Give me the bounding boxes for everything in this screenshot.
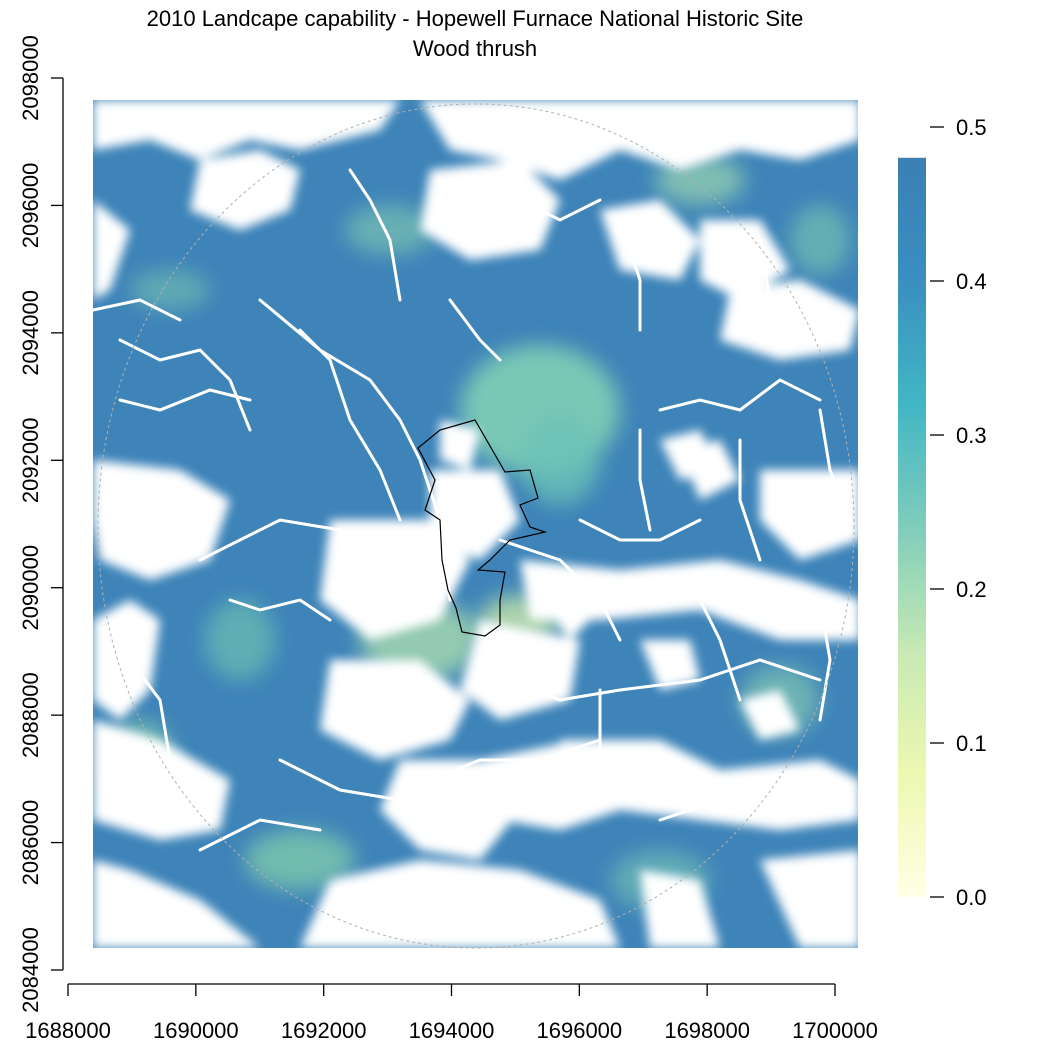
legend-ticks: 0.0 0.1 0.2 0.3 0.4 0.5 <box>930 115 987 910</box>
legend-tick-label: 0.5 <box>956 115 987 140</box>
y-tick-label: 2090000 <box>18 545 43 631</box>
y-tick-label: 2094000 <box>18 290 43 376</box>
y-tick-label: 2098000 <box>18 35 43 121</box>
buffer-circle <box>97 103 855 949</box>
y-tick-label: 2096000 <box>18 163 43 249</box>
y-tick-label: 2086000 <box>18 800 43 886</box>
x-tick-label: 1698000 <box>664 1018 750 1043</box>
map-subtitle: Wood thrush <box>412 36 538 61</box>
y-tick-label: 2084000 <box>18 927 43 1013</box>
map-title: 2010 Landcape capability - Hopewell Furn… <box>146 6 804 31</box>
legend-tick-label: 0.2 <box>956 577 987 602</box>
x-tick-label: 1694000 <box>409 1018 495 1043</box>
road-network <box>93 168 852 852</box>
park-boundary <box>417 419 548 637</box>
y-tick-label: 2092000 <box>18 417 43 503</box>
non-habitat-areas <box>93 100 858 948</box>
legend-tick-label: 0.0 <box>956 885 987 910</box>
legend-tick-label: 0.1 <box>956 731 987 756</box>
legend-tick-label: 0.4 <box>956 269 987 294</box>
x-tick-label: 1688000 <box>25 1018 111 1043</box>
capability-raster <box>93 100 858 948</box>
x-axis-ticks: 1688000 1690000 1692000 1694000 1696000 16980… <box>25 984 878 1043</box>
x-tick-label: 1696000 <box>537 1018 623 1043</box>
x-tick-label: 1690000 <box>153 1018 239 1043</box>
y-axis-ticks: 2084000 2086000 2088000 2090000 2092000 20940… <box>18 35 63 1013</box>
y-tick-label: 2088000 <box>18 672 43 758</box>
legend-tick-label: 0.3 <box>956 423 987 448</box>
x-tick-label: 1700000 <box>792 1018 878 1043</box>
legend-color-bar <box>898 157 926 898</box>
x-tick-label: 1692000 <box>281 1018 367 1043</box>
color-legend: 0.0 0.1 0.2 0.3 0.4 0.5 <box>898 115 987 910</box>
